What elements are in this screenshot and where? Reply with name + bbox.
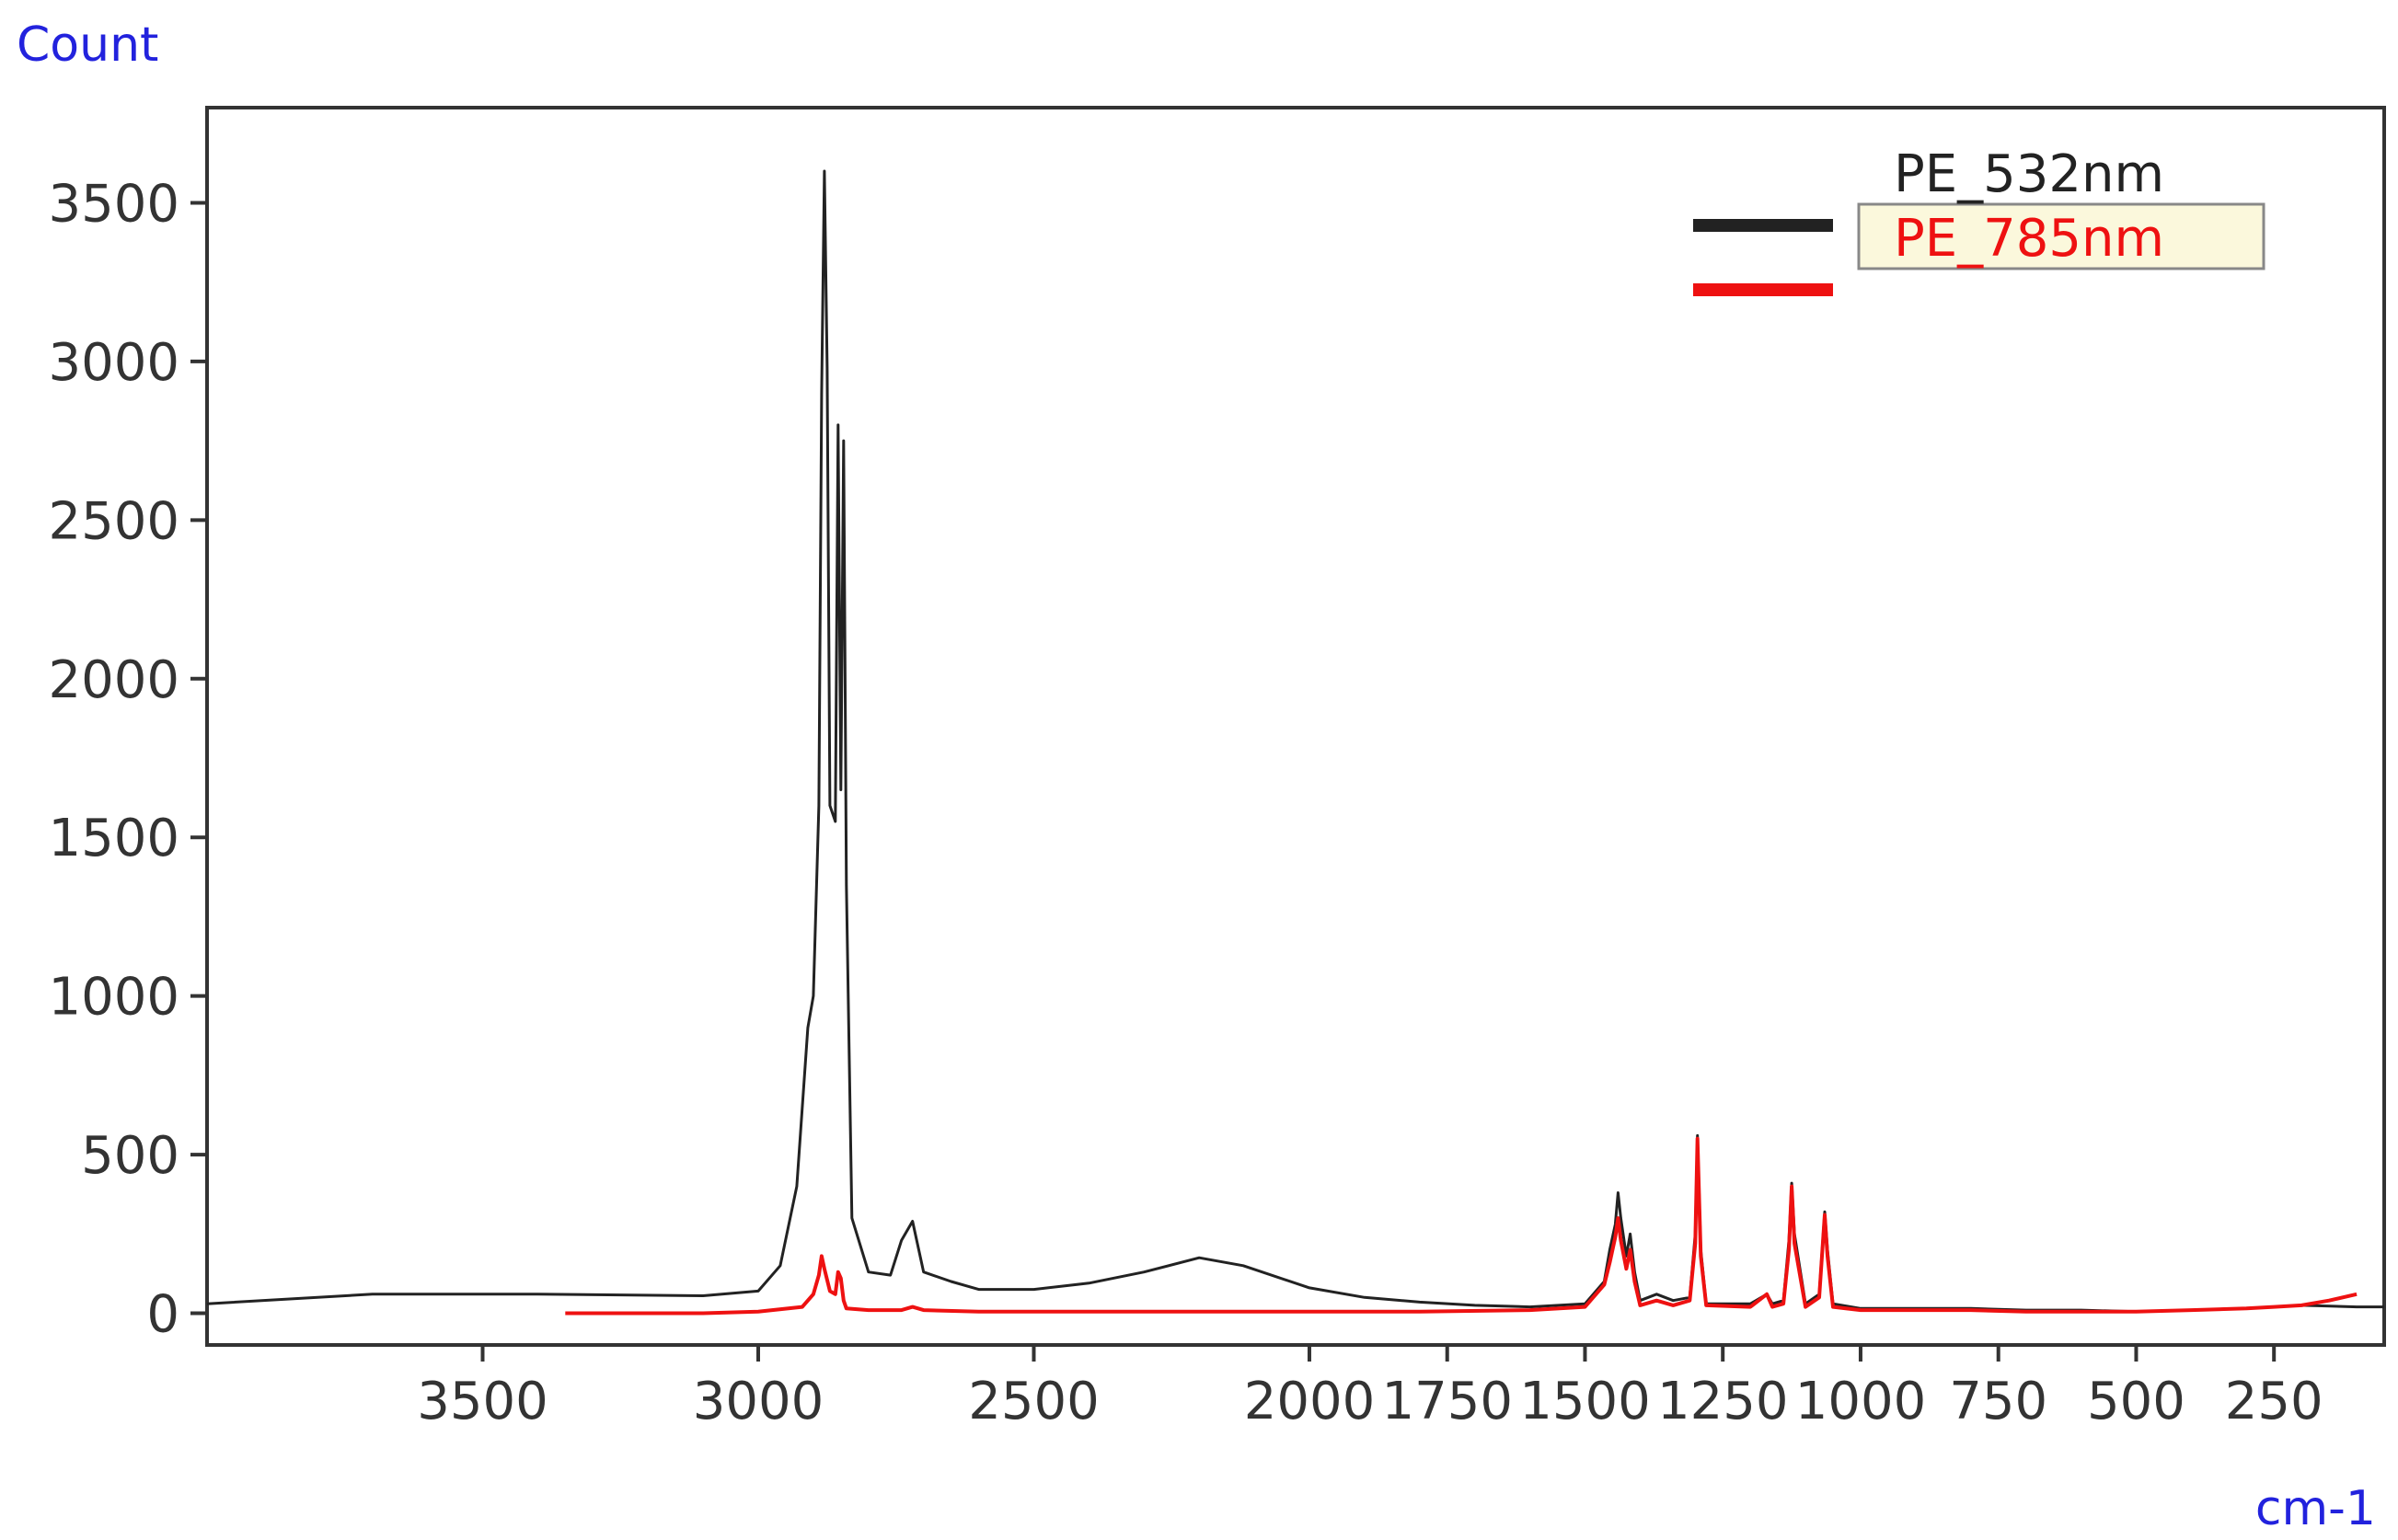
y-tick-label: 500 [81,1126,179,1186]
x-tick-label: 3500 [417,1372,548,1431]
x-tick-label: 2000 [1244,1372,1376,1431]
plot-area [205,106,2386,1347]
y-tick-label: 2000 [48,650,179,710]
y-tick-label: 1500 [48,809,179,868]
x-tick-label: 1000 [1795,1372,1927,1431]
y-tick-label: 0 [146,1285,179,1345]
y-tick-label: 1000 [48,968,179,1028]
y-axis: 0 500 1000 1500 2000 2500 3000 3500 [48,174,207,1345]
x-tick-label: 250 [2225,1372,2323,1431]
legend-highlight-box [1857,202,2265,270]
series-lines [206,169,2384,1316]
x-tick-label: 3000 [693,1372,824,1431]
x-tick-label: 2500 [968,1372,1100,1431]
y-tick-label: 3500 [48,174,179,234]
y-tick-label: 2500 [48,491,179,551]
legend-label-pe-532nm: PE_532nm [1894,144,2164,204]
x-axis: 3500 3000 2500 2000 1750 1500 1250 1000 750 500 25… [417,1345,2323,1431]
legend: PE_532nm PE_785nm [1693,144,2265,296]
legend-label-pe-785nm: PE_785nm [1894,209,2164,269]
x-axis-title: cm-1 [2255,1481,2376,1536]
y-axis-title: Count [17,17,158,73]
x-tick-label: 1750 [1381,1372,1513,1431]
x-tick-label: 500 [2087,1372,2185,1431]
x-tick-label: 1500 [1519,1372,1651,1431]
series-line-pe-785nm [565,1136,2358,1316]
y-tick-label: 3000 [48,333,179,393]
x-tick-label: 750 [1949,1372,2047,1431]
x-tick-label: 1250 [1657,1372,1789,1431]
